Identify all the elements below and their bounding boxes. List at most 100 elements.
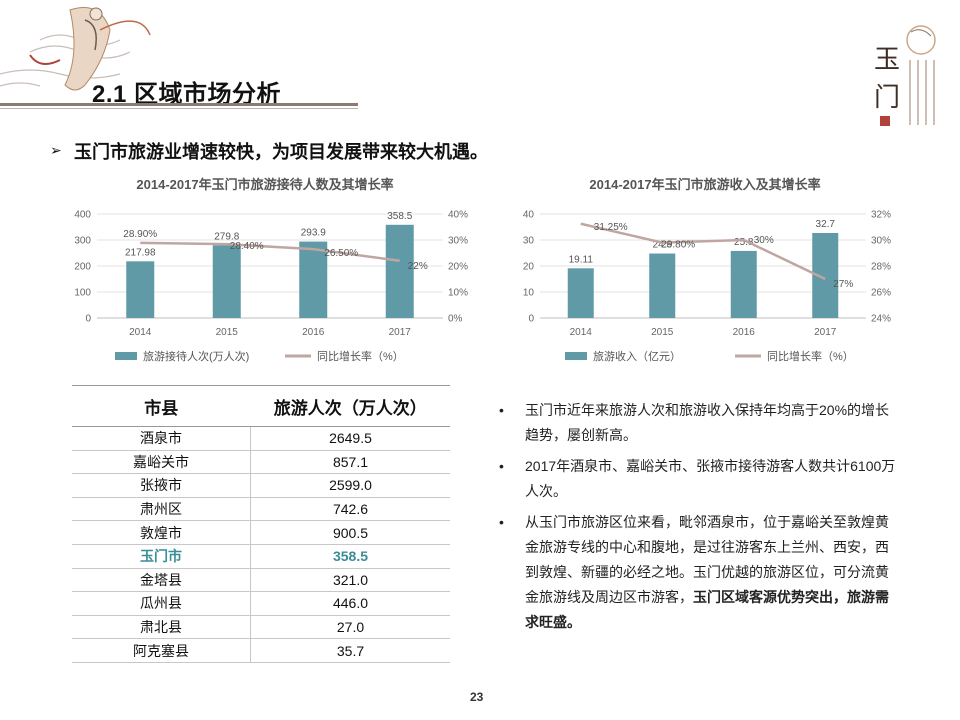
table-cell-visitors: 321.0 xyxy=(250,567,450,593)
legend-swatch-bar xyxy=(115,352,137,360)
county-visitor-table: 市县 旅游人次（万人次） 酒泉市 2649.5 嘉峪关市 857.1 张掖市 2599.0… xyxy=(72,385,450,663)
growth-line xyxy=(580,222,826,281)
y-tick-label-left: 0 xyxy=(85,314,91,325)
table-cell-county: 瓜州县 xyxy=(72,591,251,616)
table-cell-county: 金塔县 xyxy=(72,567,251,593)
table-cell-county: 嘉峪关市 xyxy=(72,449,251,475)
table-cell-visitors: 857.1 xyxy=(250,449,450,475)
chart-title: 2014-2017年玉门市旅游接待人数及其增长率 xyxy=(136,177,393,192)
bar xyxy=(567,268,594,318)
bar-value-label: 25.8 xyxy=(734,237,754,248)
table-cell-visitors: 900.5 xyxy=(250,520,450,545)
bar xyxy=(649,253,676,318)
visitor-chart: 2014-2017年玉门市旅游接待人数及其增长率 0 0% 100 10% 200 20% 3… xyxy=(74,177,468,363)
arrow-bullet-icon: ➢ xyxy=(50,142,62,158)
y-tick-label-left: 10 xyxy=(523,288,535,299)
bar-value-label: 24.8 xyxy=(653,240,673,251)
y-tick-label-left: 20 xyxy=(523,262,535,273)
y-tick-label-right: 24% xyxy=(871,314,891,325)
bullet-dot: • xyxy=(499,402,504,418)
bar-value-label: 293.9 xyxy=(301,228,326,239)
y-tick-label-left: 100 xyxy=(74,288,91,299)
x-tick-label: 2017 xyxy=(389,327,412,338)
table-row: 瓜州县 446.0 xyxy=(72,591,450,616)
table-cell-county: 阿克塞县 xyxy=(72,638,251,663)
table-cell-visitors: 2599.0 xyxy=(250,473,450,498)
bar xyxy=(299,241,328,318)
figure-illustration xyxy=(29,7,151,91)
table-cell-visitors: 446.0 xyxy=(250,591,450,616)
growth-value-label: 28.90% xyxy=(123,229,157,240)
bar-value-label: 32.7 xyxy=(816,219,836,230)
y-tick-label-left: 40 xyxy=(523,210,535,221)
bar-value-label: 279.8 xyxy=(214,231,239,242)
logo-char-1: 玉 xyxy=(874,45,900,75)
title-underline-thin xyxy=(0,108,358,109)
y-tick-label-left: 0 xyxy=(528,314,534,325)
bar-value-label: 358.5 xyxy=(387,211,412,222)
growth-value-label: 30% xyxy=(754,235,774,246)
legend-label-bar: 旅游收入（亿元） xyxy=(593,349,681,363)
table-row: 肃北县 27.0 xyxy=(72,614,450,640)
bullet-item: • 玉门市近年来旅游人次和旅游收入保持年均高于20%的增长趋势，屡创新高。 xyxy=(497,398,902,448)
growth-value-label: 29.80% xyxy=(661,240,695,251)
legend-label-line: 同比增长率（%） xyxy=(767,349,854,363)
legend-label-bar: 旅游接待人次(万人次) xyxy=(143,349,249,363)
x-tick-label: 2015 xyxy=(216,327,239,338)
table-cell-visitors: 2649.5 xyxy=(250,426,450,451)
table-header-visitors: 旅游人次（万人次） xyxy=(250,385,450,427)
y-tick-label-left: 300 xyxy=(74,236,91,247)
bar xyxy=(385,224,414,318)
table-header-row: 市县 旅游人次（万人次） xyxy=(72,385,450,427)
bullet-dot: • xyxy=(499,458,504,474)
table-header-county: 市县 xyxy=(72,385,251,427)
bullet-text: 玉门市近年来旅游人次和旅游收入保持年均高于20%的增长趋势，屡创新高。 xyxy=(525,402,890,443)
table-cell-visitors: 27.0 xyxy=(250,614,450,640)
bullet-bold-text: 玉门区域客源优势突出，旅游需求旺盛。 xyxy=(525,589,889,630)
table-cell-visitors: 742.6 xyxy=(250,496,450,522)
bar xyxy=(730,250,757,318)
growth-value-label: 31.25% xyxy=(594,222,628,233)
x-tick-label: 2015 xyxy=(651,327,674,338)
growth-value-label: 22% xyxy=(408,261,428,272)
growth-value-label: 27% xyxy=(833,279,853,290)
legend-label-line: 同比增长率（%） xyxy=(317,349,404,363)
table-cell-county: 玉门市 xyxy=(72,543,251,569)
header-decoration xyxy=(0,7,151,91)
x-tick-label: 2016 xyxy=(302,327,325,338)
y-tick-label-right: 0% xyxy=(448,314,463,325)
y-tick-label-right: 32% xyxy=(871,210,891,221)
table-row: 敦煌市 900.5 xyxy=(72,520,450,545)
y-tick-label-right: 26% xyxy=(871,288,891,299)
bar-value-label: 217.98 xyxy=(125,247,156,258)
x-tick-label: 2017 xyxy=(814,327,837,338)
chart-title: 2014-2017年玉门市旅游收入及其增长率 xyxy=(589,177,820,192)
table-cell-county: 肃北县 xyxy=(72,614,251,640)
logo-char-2: 门 xyxy=(874,83,900,113)
y-tick-label-right: 30% xyxy=(871,236,891,247)
growth-value-label: 28.40% xyxy=(230,241,264,252)
bullet-item: • 2017年酒泉市、嘉峪关市、张掖市接待游客人数共计6100万人次。 xyxy=(497,454,902,504)
table-row: 金塔县 321.0 xyxy=(72,567,450,593)
legend-swatch-bar xyxy=(565,352,587,360)
y-tick-label-left: 200 xyxy=(74,262,91,273)
table-cell-county: 敦煌市 xyxy=(72,520,251,545)
growth-value-label: 26.50% xyxy=(324,248,358,259)
table-row: 张掖市 2599.0 xyxy=(72,473,450,498)
y-tick-label-left: 400 xyxy=(74,210,91,221)
table-cell-visitors: 358.5 xyxy=(250,543,450,569)
bar xyxy=(126,261,155,318)
bar xyxy=(212,245,241,318)
y-tick-label-right: 10% xyxy=(448,288,468,299)
bullet-text: 从玉门市旅游区位来看，毗邻酒泉市，位于嘉峪关至敦煌黄金旅游专线的中心和腹地，是过… xyxy=(525,514,889,605)
page-number: 23 xyxy=(470,690,484,704)
table-row: 肃州区 742.6 xyxy=(72,496,450,522)
y-tick-label-left: 30 xyxy=(523,236,535,247)
subheading: 玉门市旅游业增速较快，为项目发展带来较大机遇。 xyxy=(74,142,488,162)
growth-line xyxy=(140,241,400,263)
table-row: 玉门市 358.5 xyxy=(72,543,450,569)
table-row: 嘉峪关市 857.1 xyxy=(72,449,450,475)
table-cell-county: 酒泉市 xyxy=(72,426,251,451)
yumen-logo: 玉 门 xyxy=(874,25,936,126)
bar-value-label: 19.11 xyxy=(569,254,594,265)
